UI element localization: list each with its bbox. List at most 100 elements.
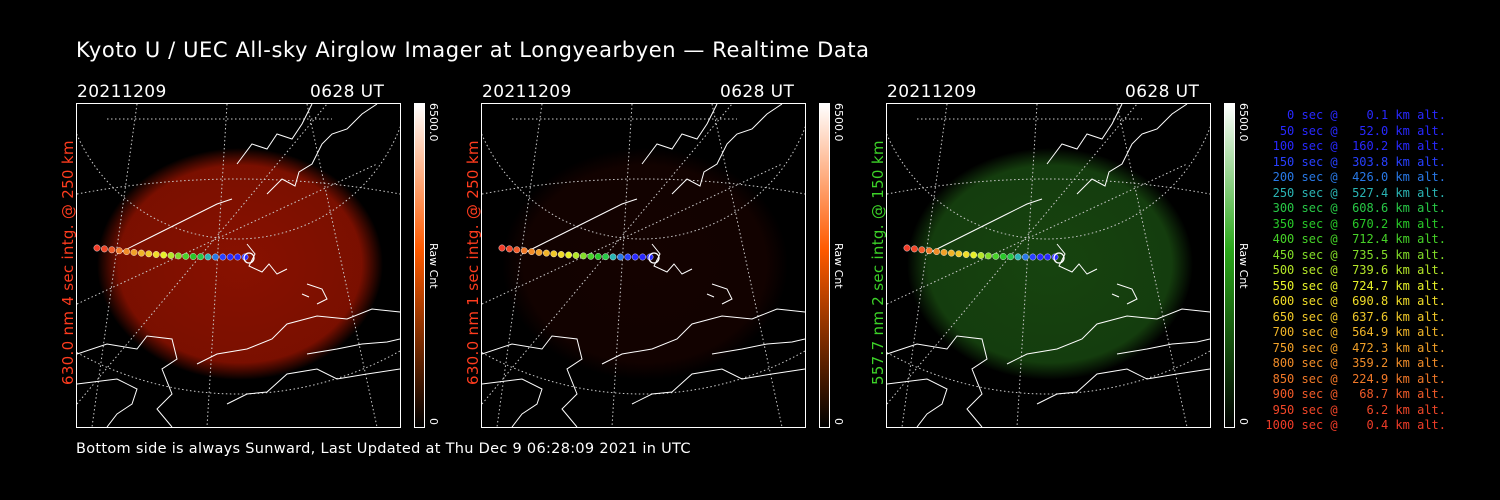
- panel-2-date: 20211209: [482, 82, 572, 102]
- trajectory-point: [535, 248, 543, 256]
- trajectory-point: [962, 251, 970, 258]
- trajectory-point: [624, 253, 632, 261]
- geo-grid: [887, 104, 1210, 427]
- legend-row: 300 sec @ 608.6 km alt.: [1272, 201, 1446, 215]
- trajectory-point: [543, 249, 550, 257]
- trajectory-point: [204, 253, 212, 261]
- trajectory-point: [933, 248, 940, 256]
- geo-grid: [482, 104, 805, 427]
- trajectory-point: [572, 252, 580, 259]
- panel-1-side-label: 630.0 nm 4 sec intg. @ 250 km: [59, 140, 77, 385]
- observatory-marker: [243, 252, 255, 264]
- trajectory-point: [108, 246, 116, 254]
- observatory-marker: [648, 252, 660, 264]
- panel-1-colorbar-unit: Raw Cnt: [427, 243, 440, 289]
- trajectory-point: [167, 252, 175, 259]
- trajectory-point: [1036, 253, 1044, 261]
- legend-row: 100 sec @ 160.2 km alt.: [1272, 139, 1446, 153]
- trajectory-point: [1021, 253, 1029, 261]
- panel-1-colorbar-max: 6500.0: [427, 103, 440, 142]
- trajectory-point: [226, 253, 234, 261]
- legend-row: 0 sec @ 0.1 km alt.: [1287, 108, 1446, 122]
- trajectory-point: [925, 247, 933, 255]
- legend-row: 550 sec @ 724.7 km alt.: [1272, 278, 1446, 293]
- legend-row: 500 sec @ 739.6 km alt.: [1272, 263, 1446, 277]
- panel-3-image: [886, 103, 1211, 428]
- legend-row: 50 sec @ 52.0 km alt.: [1279, 123, 1446, 138]
- trajectory-point: [211, 253, 219, 261]
- trajectory-point: [513, 246, 521, 254]
- trajectory-point: [520, 247, 528, 255]
- panel-2-image: [481, 103, 806, 428]
- panel-3-side-label: 557.7 nm 2 sec intg. @ 150 km: [869, 140, 887, 385]
- trajectory-point: [580, 252, 587, 260]
- legend-row: 600 sec @ 690.8 km alt.: [1272, 294, 1446, 308]
- rocket-trajectory: [903, 244, 1059, 261]
- legend-row: 800 sec @ 359.2 km alt.: [1272, 356, 1446, 370]
- observatory-marker: [1053, 252, 1065, 264]
- trajectory-point: [189, 253, 197, 260]
- footer-note: Bottom side is always Sunward, Last Upda…: [76, 441, 691, 457]
- panel-1-date: 20211209: [77, 82, 167, 102]
- trajectory-point: [100, 245, 108, 253]
- panel-3-date: 20211209: [887, 82, 977, 102]
- panel-1-colorbar: [414, 103, 425, 428]
- page-title: Kyoto U / UEC All-sky Airglow Imager at …: [76, 38, 870, 62]
- trajectory-point: [498, 244, 506, 252]
- coastline: [887, 104, 1210, 427]
- allsky-map-svg: [482, 104, 805, 427]
- rocket-trajectory: [93, 244, 249, 261]
- panel-3-time: 0628 UT: [1125, 82, 1200, 102]
- trajectory-point: [197, 253, 205, 261]
- trajectory-point: [152, 251, 160, 258]
- allsky-map-svg: [77, 104, 400, 427]
- panel-2-time: 0628 UT: [720, 82, 795, 102]
- trajectory-point: [93, 244, 101, 252]
- panel-3-colorbar-unit: Raw Cnt: [1237, 243, 1250, 289]
- trajectory-point: [955, 250, 963, 258]
- trajectory-point: [631, 253, 639, 261]
- trajectory-point: [138, 249, 145, 257]
- trajectory-point: [1007, 253, 1015, 261]
- trajectory-point: [175, 252, 182, 260]
- panel-3-colorbar: [1224, 103, 1235, 428]
- trajectory-point: [219, 253, 227, 261]
- panel-1-image: [76, 103, 401, 428]
- legend-row: 350 sec @ 670.2 km alt.: [1272, 216, 1446, 231]
- trajectory-point: [602, 253, 610, 261]
- legend-row: 700 sec @ 564.9 km alt.: [1272, 325, 1446, 339]
- legend-row: 850 sec @ 224.9 km alt.: [1272, 371, 1446, 386]
- trajectory-point: [903, 244, 911, 252]
- geo-grid: [77, 104, 400, 427]
- trajectory-point: [505, 245, 513, 253]
- trajectory-point: [1029, 253, 1037, 261]
- trajectory-point: [1014, 253, 1022, 261]
- legend-row: 950 sec @ 6.2 km alt.: [1272, 402, 1446, 417]
- trajectory-point: [594, 253, 602, 260]
- trajectory-point: [910, 245, 918, 253]
- panel-2-colorbar-max: 6500.0: [832, 103, 845, 142]
- panel-1-colorbar-min: 0: [427, 418, 440, 425]
- trajectory-point: [565, 251, 573, 259]
- panel-3-colorbar-max: 6500.0: [1237, 103, 1250, 142]
- legend-row: 400 sec @ 712.4 km alt.: [1272, 232, 1446, 246]
- trajectory-point: [639, 253, 647, 261]
- legend-row: 1000 sec @ 0.4 km alt.: [1265, 418, 1446, 432]
- legend-row: 750 sec @ 472.3 km alt.: [1272, 340, 1446, 355]
- panel-2-colorbar-min: 0: [832, 418, 845, 425]
- trajectory-point: [234, 253, 242, 261]
- trajectory-point: [985, 252, 992, 260]
- legend-row: 150 sec @ 303.8 km alt.: [1272, 154, 1446, 169]
- coastline: [482, 104, 805, 427]
- trajectory-point: [115, 247, 123, 255]
- trajectory-point: [557, 251, 565, 258]
- trajectory-point: [918, 246, 926, 254]
- trajectory-point: [999, 253, 1007, 260]
- trajectory-point: [616, 253, 624, 261]
- panel-3-colorbar-min: 0: [1237, 418, 1250, 425]
- legend-row: 250 sec @ 527.4 km alt.: [1272, 185, 1446, 200]
- trajectory-point: [130, 248, 138, 256]
- panel-2-side-label: 630.0 nm 1 sec intg. @ 250 km: [464, 140, 482, 385]
- trajectory-point: [992, 252, 1000, 260]
- trajectory-point: [948, 249, 955, 257]
